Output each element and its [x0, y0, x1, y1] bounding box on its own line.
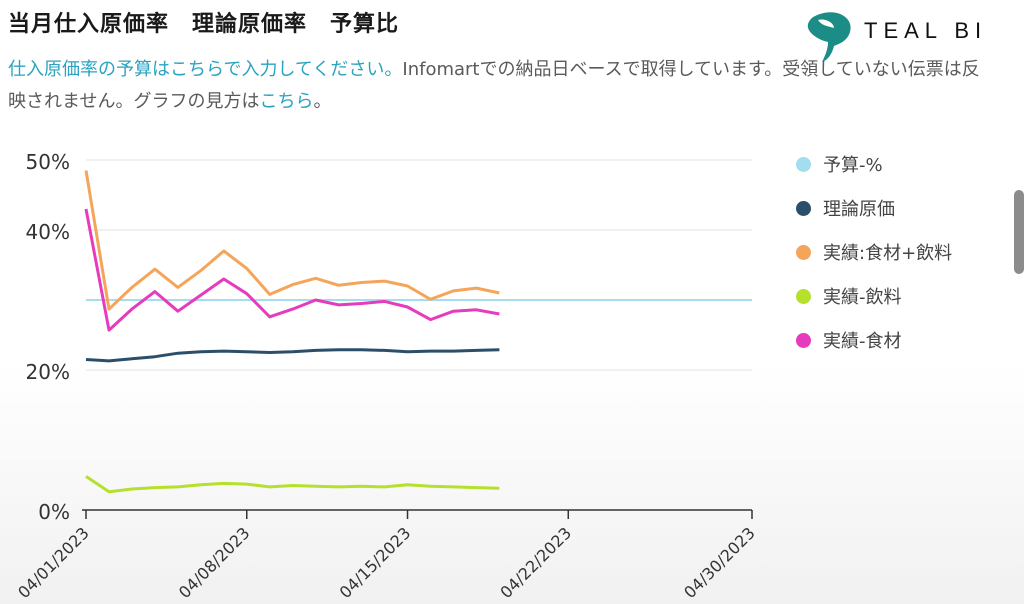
legend-label: 実績:食材+飲料 — [823, 243, 953, 264]
y-tick-label: 20% — [26, 360, 70, 384]
x-tick-label: 04/08/2023 — [175, 523, 254, 602]
legend-dot-icon — [796, 244, 811, 260]
budget-input-link[interactable]: 仕入原価率の予算はこちらで入力してください。 — [8, 59, 403, 80]
x-tick-label: 04/30/2023 — [680, 523, 759, 602]
subtitle-end: 。 — [313, 91, 332, 112]
legend-item[interactable]: 予算-% — [796, 142, 952, 186]
legend-item[interactable]: 実績-飲料 — [796, 274, 952, 318]
y-tick-label: 0% — [38, 500, 70, 524]
legend-label: 実績-飲料 — [823, 287, 902, 308]
chart-guide-link[interactable]: こちら — [259, 91, 314, 112]
y-tick-label: 40% — [26, 220, 70, 244]
legend-label: 予算-% — [823, 155, 883, 176]
legend-dot-icon — [796, 200, 811, 216]
legend-dot-icon — [796, 288, 811, 304]
page-title: 当月仕入原価率 理論原価率 予算比 — [8, 12, 400, 37]
legend-item[interactable]: 理論原価 — [796, 186, 952, 230]
subtitle-text: Infomartでの納品日ベースで取得しています。受領していない伝票は反映されま… — [8, 59, 980, 112]
legend-item[interactable]: 実績-食材 — [796, 318, 952, 362]
x-tick-label: 04/22/2023 — [496, 523, 575, 602]
series-line-1 — [85, 348, 500, 363]
legend-label: 実績-食材 — [823, 331, 902, 352]
y-tick-label: 50% — [26, 150, 70, 174]
legend-label: 理論原価 — [823, 199, 895, 220]
legend-item[interactable]: 実績:食材+飲料 — [796, 230, 952, 274]
series-line-2 — [84, 170, 500, 311]
line-chart: 0% 20% 40% 50% 04/01/2023 04/08/2023 04/15/202… — [14, 150, 759, 602]
scrollbar[interactable] — [1014, 190, 1024, 274]
x-tick-label: 04/01/2023 — [14, 523, 93, 602]
series-line-3 — [85, 475, 500, 494]
x-tick-label: 04/15/2023 — [336, 523, 415, 602]
legend: 予算-% 理論原価実績:食材+飲料 実績-飲料実績-食材 — [796, 142, 952, 362]
subtitle: 仕入原価率の予算はこちらで入力してください。Infomartでの納品日ベースで取… — [8, 54, 988, 118]
logo-text: TEAL BI — [864, 18, 988, 43]
legend-dot-icon — [796, 156, 811, 172]
series-line-4 — [84, 208, 500, 332]
legend-dot-icon — [796, 332, 811, 348]
teal-swirl-logo-icon — [807, 12, 851, 62]
